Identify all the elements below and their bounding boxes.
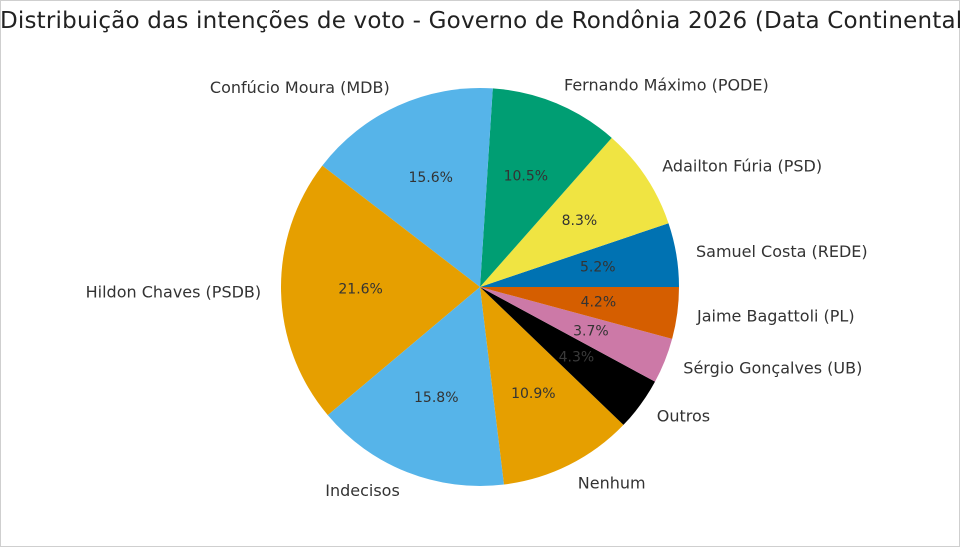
slice-label-samuel-costa-rede: Samuel Costa (REDE): [696, 242, 868, 261]
slice-pct-adailton-furia-psd: 8.3%: [562, 213, 598, 229]
slice-pct-indecisos: 15.8%: [414, 390, 458, 406]
slice-pct-samuel-costa-rede: 5.2%: [580, 260, 616, 276]
slice-pct-hildon-chaves-psdb: 21.6%: [338, 282, 382, 298]
pie-slice-outros: [480, 287, 656, 425]
slice-label-nenhum: Nenhum: [578, 473, 646, 492]
pie-slice-jaime-bagattoli-pl: [480, 287, 679, 339]
pie-slice-hildon-chaves-psdb: [281, 165, 480, 416]
chart-title: Distribuição das intenções de voto - Gov…: [0, 8, 960, 34]
slice-label-indecisos: Indecisos: [325, 481, 400, 500]
slice-label-sergio-goncalves-ub: Sérgio Gonçalves (UB): [683, 359, 862, 378]
slice-label-jaime-bagattoli-pl: Jaime Bagattoli (PL): [696, 306, 855, 325]
pie-slice-fernando-maximo-pode: [480, 88, 612, 287]
slice-pct-outros: 4.3%: [559, 349, 595, 365]
pie-slice-confucio-moura-mdb: [322, 87, 493, 287]
pie-slice-samuel-costa-rede: [480, 223, 679, 287]
pie-slice-adailton-furia-psd: [480, 137, 669, 287]
slice-label-confucio-moura-mdb: Confúcio Moura (MDB): [210, 78, 390, 97]
pie-slice-sergio-goncalves-ub: [480, 287, 673, 382]
slice-label-outros: Outros: [657, 407, 710, 426]
slice-pct-confucio-moura-mdb: 15.6%: [408, 170, 452, 186]
pie-slice-indecisos: [327, 287, 504, 487]
slice-pct-fernando-maximo-pode: 10.5%: [504, 169, 548, 185]
slice-label-hildon-chaves-psdb: Hildon Chaves (PSDB): [86, 282, 262, 301]
slice-pct-nenhum: 10.9%: [511, 386, 555, 402]
slice-pct-jaime-bagattoli-pl: 4.2%: [581, 295, 617, 311]
slice-label-adailton-furia-psd: Adailton Fúria (PSD): [662, 156, 822, 175]
pie-slice-nenhum: [480, 287, 624, 485]
slice-pct-sergio-goncalves-ub: 3.7%: [573, 323, 609, 339]
slice-label-fernando-maximo-pode: Fernando Máximo (PODE): [564, 75, 769, 94]
